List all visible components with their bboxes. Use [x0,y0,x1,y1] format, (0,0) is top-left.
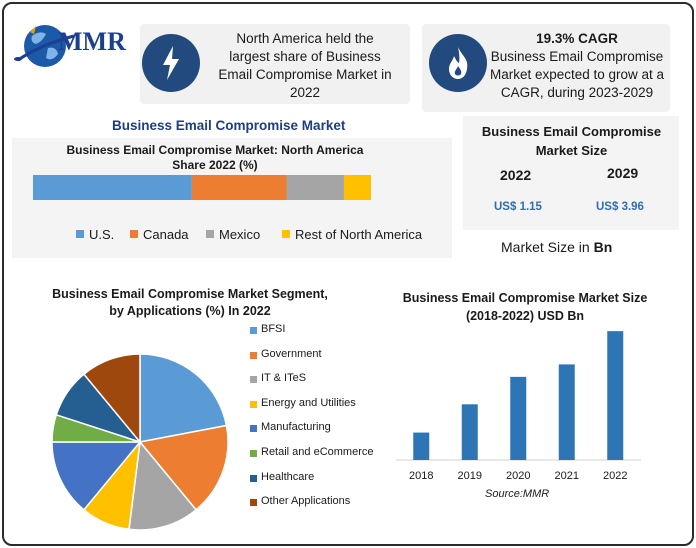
bar-chart-tick-label: 2021 [555,470,579,482]
market-size-year-2029: 2029 [607,165,639,181]
pie-legend-swatch [250,400,257,408]
share-stacked-bar [33,175,371,200]
share-legend-rest: Rest of North America [282,227,422,242]
pie-legend-swatch [250,351,257,359]
flame-icon [429,34,487,92]
bar-2021 [558,364,575,460]
share-segment-mexico [286,175,344,200]
lightning-icon [142,34,200,92]
pie-slice-it-ites [128,440,198,531]
pie-legend-label: Retail and eCommerce [261,446,374,458]
info-right-text: 19.3% CAGR Business Email Compromise Mar… [489,31,665,100]
market-size-footer: Market Size in Bn [501,239,613,255]
share-segment-rest-of-north-america [343,175,371,200]
bar-chart: 2018 2019 2020 2021 2022 [396,331,641,482]
pie-legend-swatch [250,425,257,433]
bar-chart-source: Source:MMR [485,488,550,500]
bar-chart-tick-label: 2019 [458,470,482,482]
pie-chart [51,353,229,531]
pie-legend-label: Energy and Utilities [261,396,356,409]
pie-slice-government [138,424,229,511]
share-legend-canada: Canada [130,227,189,242]
pie-legend-swatch [250,376,257,384]
pie-chart-title: Business Email Compromise Market Segment… [52,287,328,318]
bar-2019 [461,404,478,460]
market-size-panel [463,116,679,230]
share-chart-title: Business Email Compromise Market: North … [66,143,364,172]
bar-2020 [510,376,527,460]
market-size-value-2022: US$ 1.15 [494,201,542,213]
mmr-logo [14,25,75,67]
bar-2018 [413,432,430,460]
market-size-year-2022: 2022 [500,167,532,183]
bar-chart-tick-label: 2020 [506,470,530,482]
pie-slice-manufacturing [51,441,142,511]
pie-legend-swatch [250,450,257,457]
pie-legend-label: Healthcare [261,470,315,483]
brand-name: MMR [58,27,126,56]
bar-chart-tick-label: 2022 [603,470,627,482]
pie-legend-swatch [250,499,257,507]
pie-legend-label: BFSI [261,323,286,335]
share-legend-us: U.S. [76,227,114,242]
market-size-value-2029: US$ 3.96 [596,201,644,213]
bar-chart-tick-label: 2018 [409,470,433,482]
pie-slice-bfsi [139,353,228,443]
share-legend-mexico: Mexico [206,227,260,242]
bar-2022 [607,331,624,460]
share-segment-canada [191,175,287,200]
info-left-text: North America held the largest share of … [218,31,392,100]
pie-slice-other-applications [82,353,141,445]
share-segment-u-s- [33,175,192,200]
pie-legend-label: Manufacturing [261,421,331,434]
pie-legend-label: IT & ITeS [261,372,307,385]
bar-chart-title: Business Email Compromise Market Size (2… [402,291,648,323]
pie-legend-swatch [250,474,257,482]
pie-legend-label: Other Applications [261,495,351,508]
pie-legend-label: Government [261,347,322,360]
pie-legend-swatch [250,327,257,334]
market-size-title: Business Email Compromise Market Size [481,124,662,158]
section-title: Business Email Compromise Market [112,118,346,133]
